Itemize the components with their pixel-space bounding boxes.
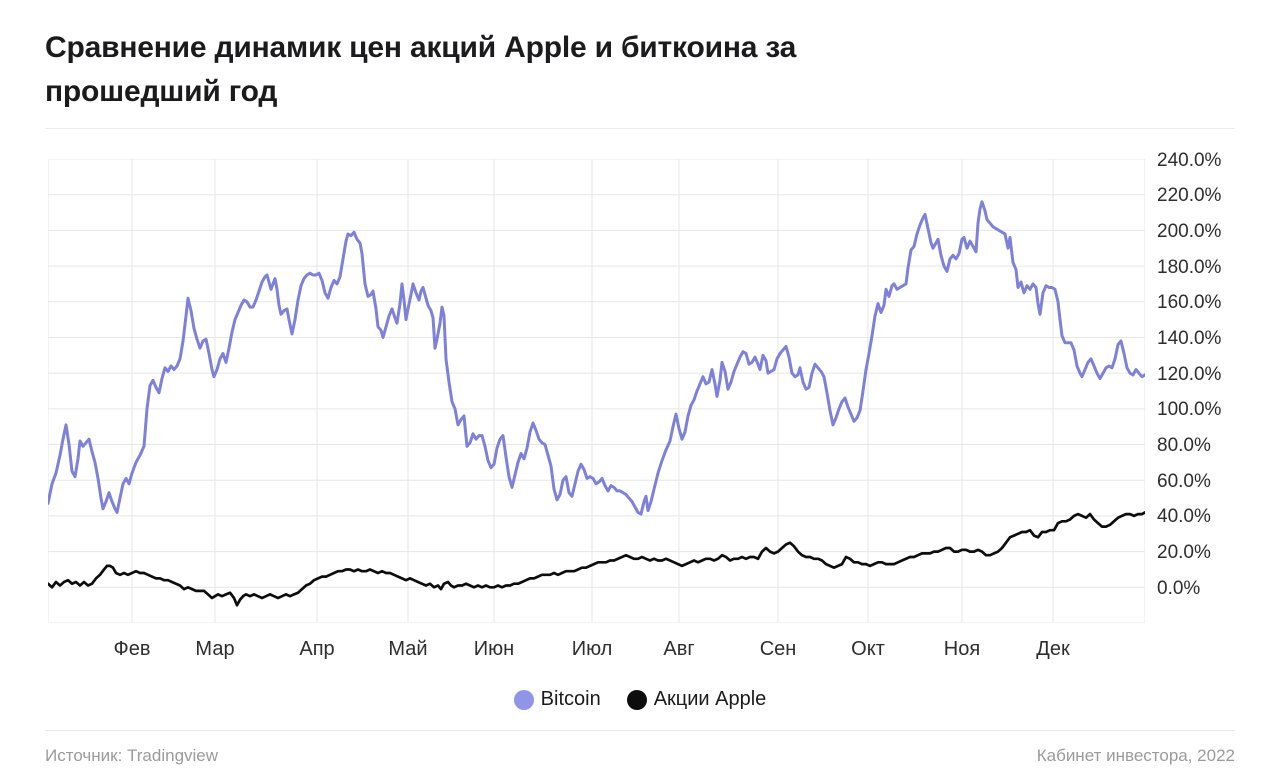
y-tick-label: 20.0% — [1157, 542, 1211, 564]
chart-canvas — [48, 159, 1145, 623]
legend-item-apple: Акции Apple — [626, 688, 767, 711]
x-tick-label: Мар — [195, 638, 235, 660]
footer-divider — [45, 730, 1235, 731]
credit-label: Кабинет инвестора, 2022 — [1036, 746, 1235, 765]
apple-legend-dot-icon — [626, 689, 647, 710]
x-tick-label: Авг — [663, 638, 695, 660]
y-tick-label: 100.0% — [1157, 399, 1222, 421]
x-tick-label: Июл — [571, 638, 613, 660]
x-tick-label: Окт — [851, 638, 885, 660]
y-tick-label: 140.0% — [1157, 327, 1222, 349]
chart-legend: Bitcoin Акции Apple — [0, 688, 1280, 711]
y-tick-label: 60.0% — [1157, 470, 1211, 492]
page-title: Сравнение динамик цен акций Apple и битк… — [45, 26, 796, 114]
title-divider — [45, 128, 1235, 129]
y-tick-label: 160.0% — [1157, 292, 1222, 314]
source-label: Источник: Tradingview — [45, 746, 219, 765]
x-tick-label: Май — [388, 638, 428, 660]
x-tick-label: Фев — [113, 638, 151, 660]
y-tick-label: 0.0% — [1157, 577, 1201, 599]
x-tick-label: Сен — [759, 638, 797, 660]
page-title-line2: прошедший год — [45, 75, 278, 108]
x-tick-label: Июн — [473, 638, 515, 660]
legend-label-apple: Акции Apple — [653, 688, 767, 710]
page-title-line1: Сравнение динамик цен акций Apple и битк… — [45, 31, 797, 64]
y-tick-label: 120.0% — [1157, 363, 1222, 385]
apple-line — [48, 511, 1145, 607]
bitcoin-line — [48, 200, 1145, 516]
y-tick-label: 40.0% — [1157, 506, 1211, 528]
footer: Источник: Tradingview Кабинет инвестора,… — [45, 746, 1235, 766]
x-tick-label: Дек — [1036, 638, 1070, 660]
y-tick-label: 220.0% — [1157, 185, 1222, 207]
bitcoin-legend-dot-icon — [513, 689, 534, 710]
legend-item-bitcoin: Bitcoin — [513, 688, 601, 711]
y-tick-label: 240.0% — [1157, 149, 1222, 171]
y-tick-label: 200.0% — [1157, 220, 1222, 242]
x-tick-label: Апр — [299, 638, 335, 660]
y-tick-label: 80.0% — [1157, 435, 1211, 457]
y-tick-label: 180.0% — [1157, 256, 1222, 278]
legend-label-bitcoin: Bitcoin — [540, 688, 601, 710]
x-tick-label: Ноя — [943, 638, 981, 660]
